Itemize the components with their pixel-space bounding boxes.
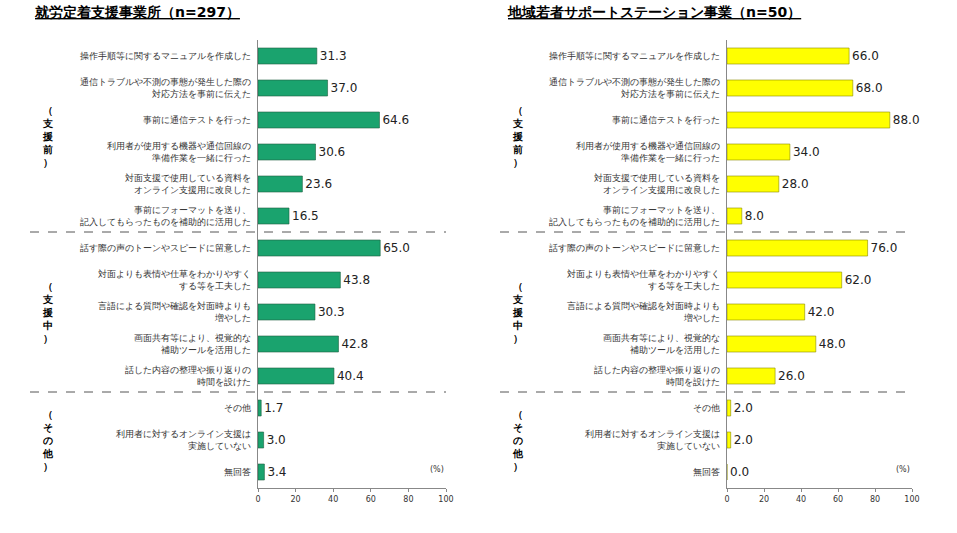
svg-text:利用者が使用する機器や通信回線の準備作業を一緒に行った: 利用者が使用する機器や通信回線の準備作業を一緒に行った xyxy=(107,141,251,163)
svg-text:対面支援で使用している資料をオンライン支援用に改良した: 対面支援で使用している資料をオンライン支援用に改良した xyxy=(125,173,251,195)
svg-text:利用者に対するオンライン支援は実施していない: 利用者に対するオンライン支援は実施していない xyxy=(116,429,251,451)
svg-text:（その他）: （その他） xyxy=(42,409,54,472)
svg-text:60: 60 xyxy=(366,495,376,504)
svg-text:1.7: 1.7 xyxy=(264,401,283,415)
svg-text:66.0: 66.0 xyxy=(852,49,879,63)
svg-text:話した内容の整理や振り返りの時間を設けた: 話した内容の整理や振り返りの時間を設けた xyxy=(594,365,720,387)
svg-text:40: 40 xyxy=(796,495,806,504)
svg-text:（支援中）: （支援中） xyxy=(512,281,524,344)
svg-text:65.0: 65.0 xyxy=(383,241,410,255)
svg-text:26.0: 26.0 xyxy=(778,369,805,383)
svg-text:通信トラブルや不測の事態が発生した際の対応方法を事前に伝えた: 通信トラブルや不測の事態が発生した際の対応方法を事前に伝えた xyxy=(549,77,720,99)
svg-text:話す際の声のトーンやスピードに留意した: 話す際の声のトーンやスピードに留意した xyxy=(80,243,251,253)
svg-text:話す際の声のトーンやスピードに留意した: 話す際の声のトーンやスピードに留意した xyxy=(549,243,720,253)
svg-text:8.0: 8.0 xyxy=(745,209,764,223)
svg-text:（その他）: （その他） xyxy=(512,409,524,472)
svg-text:その他: その他 xyxy=(693,403,720,413)
svg-text:画面共有等により、視覚的な補助ツールを活用した: 画面共有等により、視覚的な補助ツールを活用した xyxy=(603,333,720,355)
svg-text:48.0: 48.0 xyxy=(819,337,846,351)
svg-text:画面共有等により、視覚的な補助ツールを活用した: 画面共有等により、視覚的な補助ツールを活用した xyxy=(134,333,251,355)
svg-text:3.0: 3.0 xyxy=(267,433,286,447)
svg-text:2.0: 2.0 xyxy=(734,433,753,447)
svg-text:事前に通信テストを行った: 事前に通信テストを行った xyxy=(143,115,251,125)
svg-text:80: 80 xyxy=(870,495,880,504)
svg-text:23.6: 23.6 xyxy=(305,177,332,191)
svg-text:88.0: 88.0 xyxy=(893,113,920,127)
svg-text:28.0: 28.0 xyxy=(782,177,809,191)
svg-text:16.5: 16.5 xyxy=(292,209,319,223)
svg-text:68.0: 68.0 xyxy=(856,81,883,95)
svg-text:80: 80 xyxy=(403,495,413,504)
svg-text:無回答: 無回答 xyxy=(224,467,251,477)
svg-text:対面支援で使用している資料をオンライン支援用に改良した: 対面支援で使用している資料をオンライン支援用に改良した xyxy=(594,173,720,195)
svg-text:64.6: 64.6 xyxy=(382,113,409,127)
svg-text:（支援前）: （支援前） xyxy=(512,105,524,168)
svg-text:20: 20 xyxy=(291,495,301,504)
svg-text:その他: その他 xyxy=(224,403,251,413)
svg-text:操作手順等に関するマニュアルを作成した: 操作手順等に関するマニュアルを作成した xyxy=(80,51,251,61)
svg-text:2.0: 2.0 xyxy=(734,401,753,415)
svg-text:3.4: 3.4 xyxy=(267,465,286,479)
svg-text:利用者に対するオンライン支援は実施していない: 利用者に対するオンライン支援は実施していない xyxy=(585,429,720,451)
svg-text:地域若者サポートステーション事業（n=50）: 地域若者サポートステーション事業（n=50） xyxy=(507,4,801,20)
svg-text:0: 0 xyxy=(724,495,729,504)
svg-text:0: 0 xyxy=(255,495,260,504)
svg-text:100: 100 xyxy=(438,495,453,504)
svg-text:76.0: 76.0 xyxy=(871,241,898,255)
svg-text:30.3: 30.3 xyxy=(318,305,345,319)
svg-text:62.0: 62.0 xyxy=(845,273,872,287)
svg-text:（支援中）: （支援中） xyxy=(42,281,54,344)
svg-text:通信トラブルや不測の事態が発生した際の対応方法を事前に伝えた: 通信トラブルや不測の事態が発生した際の対応方法を事前に伝えた xyxy=(80,77,251,99)
svg-text:0.0: 0.0 xyxy=(730,465,749,479)
svg-text:利用者が使用する機器や通信回線の準備作業を一緒に行った: 利用者が使用する機器や通信回線の準備作業を一緒に行った xyxy=(576,141,720,163)
svg-text:(%): (%) xyxy=(430,465,444,474)
svg-text:対面よりも表情や仕草をわかりやすくする等を工夫した: 対面よりも表情や仕草をわかりやすくする等を工夫した xyxy=(567,269,720,291)
svg-text:事前に通信テストを行った: 事前に通信テストを行った xyxy=(612,115,720,125)
svg-text:60: 60 xyxy=(833,495,843,504)
svg-text:対面よりも表情や仕草をわかりやすくする等を工夫した: 対面よりも表情や仕草をわかりやすくする等を工夫した xyxy=(98,269,251,291)
svg-text:43.8: 43.8 xyxy=(343,273,370,287)
svg-text:(%): (%) xyxy=(896,465,910,474)
svg-text:30.6: 30.6 xyxy=(319,145,346,159)
svg-text:話した内容の整理や振り返りの時間を設けた: 話した内容の整理や振り返りの時間を設けた xyxy=(125,365,251,387)
svg-text:操作手順等に関するマニュアルを作成した: 操作手順等に関するマニュアルを作成した xyxy=(549,51,720,61)
svg-text:40: 40 xyxy=(328,495,338,504)
svg-text:事前にフォーマットを送り、記入してもらったものを補助的に活用: 事前にフォーマットを送り、記入してもらったものを補助的に活用した xyxy=(80,205,251,227)
svg-text:言語による質問や確認を対面時よりも増やした: 言語による質問や確認を対面時よりも増やした xyxy=(98,301,251,323)
svg-text:就労定着支援事業所（n=297）: 就労定着支援事業所（n=297） xyxy=(34,4,240,20)
svg-text:34.0: 34.0 xyxy=(793,145,820,159)
svg-text:（支援前）: （支援前） xyxy=(42,105,54,168)
svg-text:31.3: 31.3 xyxy=(320,49,347,63)
svg-text:事前にフォーマットを送り、記入してもらったものを補助的に活用: 事前にフォーマットを送り、記入してもらったものを補助的に活用した xyxy=(549,205,720,227)
svg-text:40.4: 40.4 xyxy=(337,369,364,383)
svg-text:100: 100 xyxy=(904,495,919,504)
svg-text:42.0: 42.0 xyxy=(808,305,835,319)
svg-text:言語による質問や確認を対面時よりも増やした: 言語による質問や確認を対面時よりも増やした xyxy=(567,301,720,323)
svg-text:無回答: 無回答 xyxy=(693,467,720,477)
svg-text:42.8: 42.8 xyxy=(341,337,368,351)
svg-text:37.0: 37.0 xyxy=(331,81,358,95)
svg-text:20: 20 xyxy=(759,495,769,504)
